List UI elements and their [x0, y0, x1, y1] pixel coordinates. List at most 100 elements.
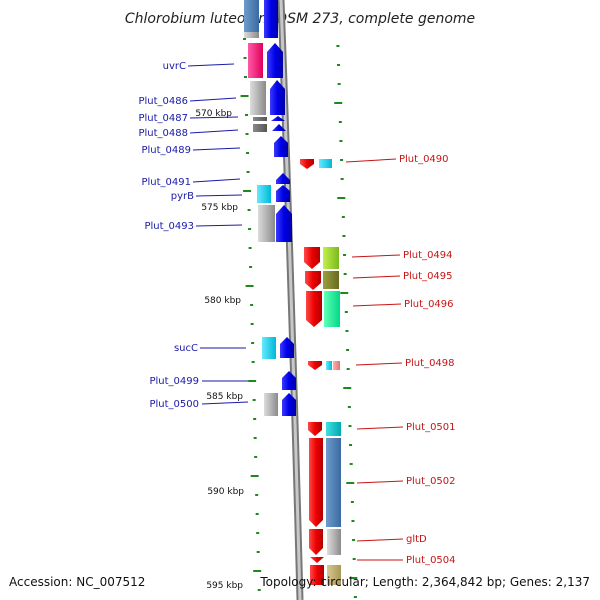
- gene-Plut_0489: [274, 136, 288, 157]
- label-Plut_0502[interactable]: Plut_0502: [406, 476, 456, 487]
- gene-Plut_0500-homolog: [264, 393, 278, 416]
- tick-mark: [246, 152, 250, 154]
- gene-partial-top: [244, 0, 259, 32]
- tick-mark: [243, 190, 252, 192]
- tick-mark: [250, 323, 254, 325]
- tick-marks: [240, 38, 358, 598]
- gene-Plut_0488-homolog: [253, 124, 267, 132]
- tick-mark: [337, 197, 346, 199]
- tick-mark: [247, 209, 251, 211]
- label-Plut_0500[interactable]: Plut_0500: [149, 399, 199, 410]
- label-Plut_0491[interactable]: Plut_0491: [141, 177, 191, 188]
- tick-mark: [350, 501, 354, 503]
- tick-mark: [245, 285, 254, 287]
- tick-mark: [240, 95, 249, 97]
- tick-mark: [352, 539, 356, 541]
- gene-Plut_0496: [306, 291, 322, 327]
- tick-mark: [252, 399, 256, 401]
- label-uvrC[interactable]: uvrC: [163, 61, 186, 72]
- scale-label-580: 580 kbp: [204, 296, 241, 306]
- gene-Plut_0493-homolog: [258, 205, 275, 242]
- tick-mark: [255, 513, 259, 515]
- tick-mark: [254, 456, 258, 458]
- gene-uvrC: [267, 43, 283, 78]
- tick-mark: [341, 216, 345, 218]
- label-Plut_0499[interactable]: Plut_0499: [149, 376, 199, 387]
- tick-mark: [251, 342, 255, 344]
- label-Plut_0495[interactable]: Plut_0495: [403, 271, 453, 282]
- tick-mark: [351, 520, 355, 522]
- label-Plut_0490[interactable]: Plut_0490: [399, 154, 449, 165]
- tick-mark: [248, 380, 257, 382]
- tick-mark: [245, 133, 249, 135]
- tick-mark: [253, 570, 262, 572]
- tick-mark: [338, 121, 342, 123]
- accession-text: Accession: NC_007512: [9, 575, 145, 589]
- gene-pyrB-homolog: [257, 185, 271, 203]
- tick-mark: [343, 387, 352, 389]
- tick-mark: [347, 406, 351, 408]
- tick-mark: [339, 140, 343, 142]
- gene-Plut_0490: [300, 159, 314, 169]
- label-Plut_0496[interactable]: Plut_0496: [404, 299, 454, 310]
- gene-partial-top-gray: [244, 32, 259, 38]
- scale-label-590: 590 kbp: [207, 487, 244, 497]
- label-pyrB[interactable]: pyrB: [171, 191, 194, 202]
- gene-Plut_0486-homolog: [250, 81, 266, 115]
- tick-mark: [337, 83, 341, 85]
- gene-Plut_0488: [272, 124, 286, 131]
- gene-Plut_0491: [276, 173, 290, 184]
- gene-partial-bottom: [310, 565, 324, 585]
- gene-Plut_0495: [305, 271, 321, 290]
- genome-backbone-highlight: [279, 0, 302, 600]
- gene-pyrB: [276, 185, 290, 202]
- scale-label-575: 575 kbp: [201, 203, 238, 213]
- tick-mark: [244, 76, 248, 78]
- tick-mark: [349, 463, 353, 465]
- label-Plut_0494[interactable]: Plut_0494: [403, 250, 453, 261]
- scale-labels: 570 kbp 575 kbp 580 kbp 585 kbp 590 kbp …: [195, 109, 244, 591]
- tick-mark: [344, 311, 348, 313]
- tick-mark: [343, 254, 347, 256]
- gene-features: [244, 0, 341, 585]
- tick-mark: [340, 292, 349, 294]
- label-sucC[interactable]: sucC: [174, 343, 198, 354]
- tick-mark: [245, 114, 249, 116]
- gene-Plut_0498-homolog-a: [326, 361, 332, 370]
- gene-partial-top-blue: [264, 0, 278, 38]
- label-Plut_0487[interactable]: Plut_0487: [138, 113, 188, 124]
- label-gltD[interactable]: gltD: [406, 534, 427, 545]
- gene-Plut_0487-homolog: [253, 117, 267, 121]
- tick-mark: [257, 589, 261, 591]
- scale-label-585: 585 kbp: [206, 392, 243, 402]
- left-gene-labels: uvrC Plut_0486 Plut_0487 Plut_0488 Plut_…: [138, 61, 199, 410]
- gene-sucC-homolog: [262, 337, 276, 359]
- label-Plut_0498[interactable]: Plut_0498: [405, 358, 455, 369]
- gene-Plut_0498-homolog-b: [333, 361, 340, 370]
- label-Plut_0488[interactable]: Plut_0488: [138, 128, 188, 139]
- tick-mark: [256, 532, 260, 534]
- label-Plut_0486[interactable]: Plut_0486: [138, 96, 188, 107]
- tick-mark: [349, 444, 353, 446]
- label-Plut_0501[interactable]: Plut_0501: [406, 422, 456, 433]
- gene-Plut_0499: [282, 371, 296, 390]
- tick-mark: [346, 349, 350, 351]
- right-leader-lines: [345, 158, 404, 561]
- gene-Plut_0502-homolog: [326, 438, 341, 527]
- label-Plut_0489[interactable]: Plut_0489: [141, 145, 191, 156]
- gene-Plut_0502: [309, 438, 323, 527]
- tick-mark: [243, 38, 247, 40]
- gene-gltD: [309, 529, 323, 555]
- scale-label-570: 570 kbp: [195, 109, 232, 119]
- label-Plut_0493[interactable]: Plut_0493: [144, 221, 194, 232]
- gene-Plut_0494: [304, 247, 320, 269]
- tick-mark: [336, 45, 340, 47]
- label-Plut_0504[interactable]: Plut_0504: [406, 555, 456, 566]
- tick-mark: [251, 361, 255, 363]
- gene-Plut_0498: [308, 361, 322, 370]
- scale-label-595: 595 kbp: [206, 581, 243, 591]
- tick-mark: [253, 418, 257, 420]
- gene-Plut_0487: [271, 116, 285, 121]
- gene-Plut_0495-homolog: [323, 271, 339, 289]
- tick-mark: [352, 558, 356, 560]
